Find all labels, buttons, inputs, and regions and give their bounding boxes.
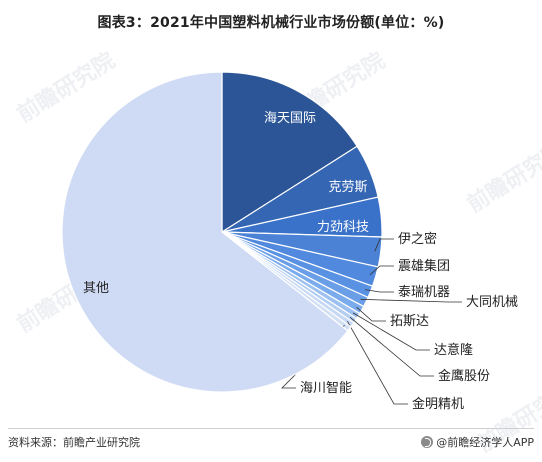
leader-line-10 [347,321,408,405]
leader-line-5 [364,289,394,293]
footer-divider [8,428,534,429]
leader-line-7 [356,306,386,322]
brand-credit: @前瞻经济学人APP [421,434,534,450]
pie-slice-12 [61,71,349,393]
leader-line-6 [360,298,462,303]
slice-label-8: 达意隆 [434,342,473,358]
slice-label-5: 泰瑞机器 [398,285,450,300]
slice-label-9: 金鹰股份 [438,368,490,384]
slice-label-2: 力劲科技 [317,220,369,235]
slice-label-7: 拓斯达 [390,314,429,329]
slice-label-6: 大同机械 [466,295,518,310]
leader-line-4 [369,265,394,276]
brand-logo-icon [421,436,434,448]
chart-title: 图表3：2021年中国塑料机械行业市场份额(单位：%) [97,15,445,31]
slice-label-4: 震雄集团 [398,258,450,274]
slice-label-10: 金明精机 [412,396,464,412]
source-note: 资料来源：前瞻产业研究院 [8,436,140,449]
leader-line-9 [349,317,434,377]
leader-line-3 [374,238,394,252]
slice-label-11: 海川智能 [300,381,352,396]
pie-slice-0 [221,71,358,234]
slice-label-3: 伊之密 [398,231,437,247]
slice-label-1: 克劳斯 [328,179,367,195]
leader-line-8 [352,312,430,351]
pie-chart: 海天国际克劳斯力劲科技伊之密震雄集团泰瑞机器大同机械拓斯达达意隆金鹰股份金明精机… [61,71,518,412]
brand-credit-text: @前瞻经济学人APP [436,436,534,449]
slice-label-0: 海天国际 [264,111,316,126]
slice-label-12: 其他 [83,281,109,296]
